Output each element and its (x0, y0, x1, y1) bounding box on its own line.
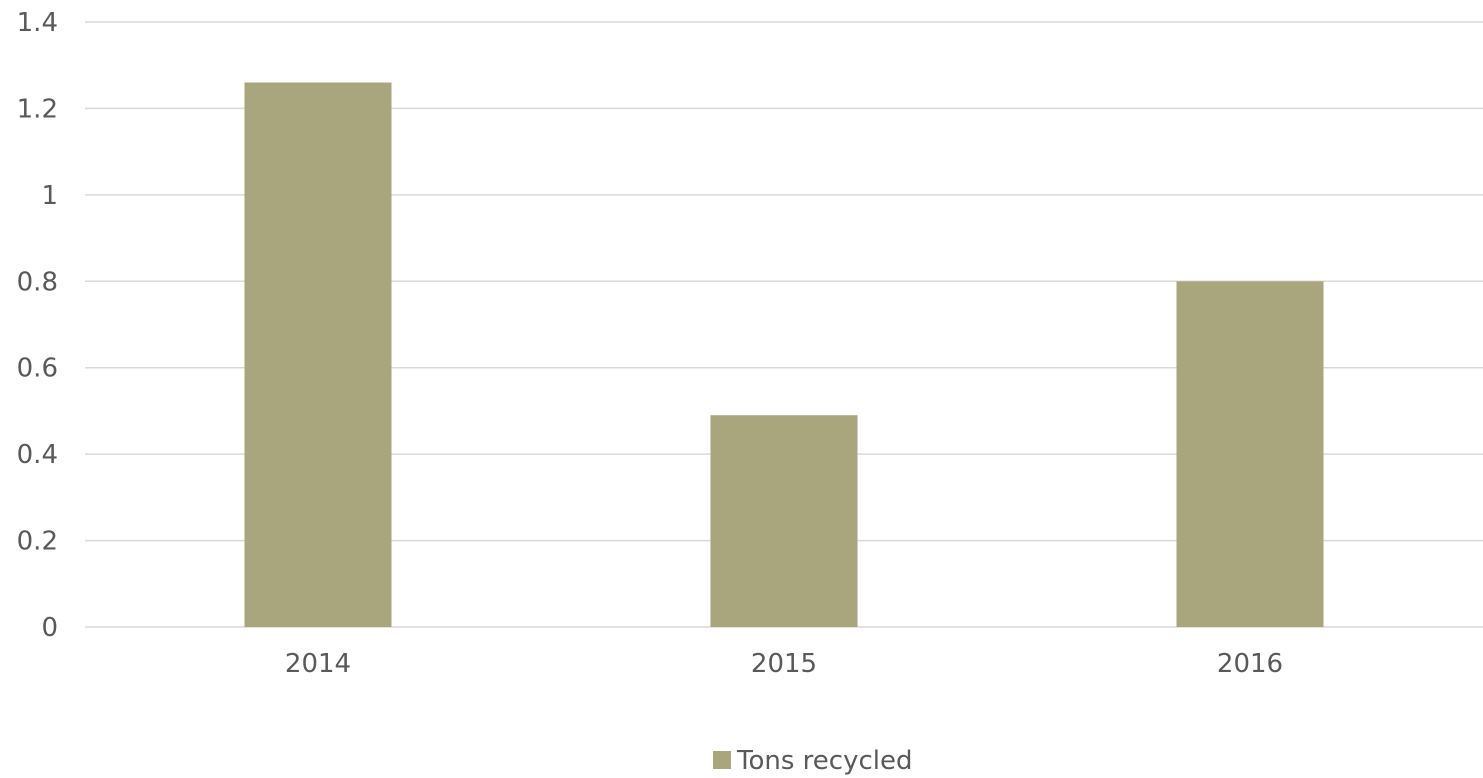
y-tick-label-5: 1 (41, 181, 58, 211)
legend-label-tons-recycled: Tons recycled (736, 746, 912, 776)
y-axis-tick-labels: 0 0.2 0.4 0.6 0.8 1 1.2 1.4 (17, 8, 58, 643)
bar-2014 (244, 82, 392, 627)
y-tick-label-7: 1.4 (17, 8, 58, 38)
bar-2015 (710, 415, 858, 627)
y-tick-label-3: 0.6 (17, 354, 58, 384)
legend: Tons recycled (713, 746, 912, 776)
y-tick-label-4: 0.8 (17, 267, 58, 297)
bar-2016 (1176, 281, 1324, 627)
x-tick-label-2016: 2016 (1217, 649, 1283, 679)
y-tick-label-6: 1.2 (17, 94, 58, 124)
legend-swatch-tons-recycled (713, 751, 731, 769)
y-tick-label-2: 0.4 (17, 440, 58, 470)
x-tick-label-2015: 2015 (751, 649, 817, 679)
y-tick-label-1: 0.2 (17, 527, 58, 557)
bars (244, 82, 1324, 627)
y-tick-label-0: 0 (41, 613, 58, 643)
x-tick-label-2014: 2014 (285, 649, 351, 679)
x-axis-tick-labels: 2014 2015 2016 (285, 649, 1283, 679)
